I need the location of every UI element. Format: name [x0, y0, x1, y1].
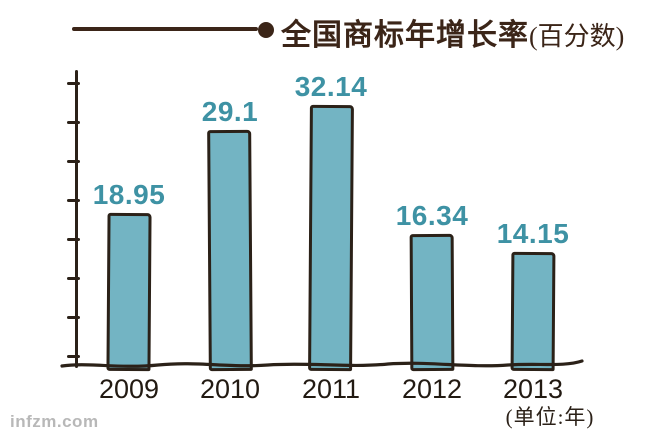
chart-title-main: 全国商标年增长率: [281, 19, 529, 52]
y-axis-tick: [67, 121, 80, 124]
bar-value-label-2011: 32.14: [294, 71, 368, 102]
y-axis-line: [75, 70, 78, 368]
bar-value-label-2010: 29.1: [201, 96, 259, 127]
x-tick-label-2012: 2012: [401, 374, 463, 404]
watermark: infzm.com: [10, 412, 99, 431]
x-tick-label-2013: 2013: [502, 374, 564, 404]
y-axis-tick: [67, 160, 80, 163]
y-axis-tick: [67, 355, 80, 358]
y-axis-tick: [67, 316, 80, 319]
x-tick-label-2011: 2011: [301, 374, 361, 404]
x-tick-label-2009: 2009: [98, 374, 160, 404]
title-bullet-dot-icon: [258, 22, 274, 38]
bar-value-label-2012: 16.34: [395, 200, 469, 231]
bar-value-label-2009: 18.95: [92, 179, 166, 210]
y-axis-tick: [67, 199, 80, 202]
bar-value-label-2013: 14.15: [496, 218, 570, 249]
chart-title: 全国商标年增长率(百分数): [281, 10, 624, 54]
bar-2011: [308, 104, 354, 372]
chart-title-suffix: (百分数): [529, 22, 625, 51]
y-axis-tick: [67, 238, 80, 241]
title-rule-line: [72, 27, 258, 31]
y-axis-tick: [67, 277, 80, 280]
y-axis-tick: [67, 82, 80, 85]
bar-2009: [106, 212, 152, 372]
bar-2012: [409, 233, 455, 372]
x-axis-unit-label: (单位:年): [505, 405, 595, 429]
bar-2013: [510, 251, 556, 372]
x-tick-label-2010: 2010: [199, 374, 261, 404]
bar-2010: [207, 129, 253, 372]
